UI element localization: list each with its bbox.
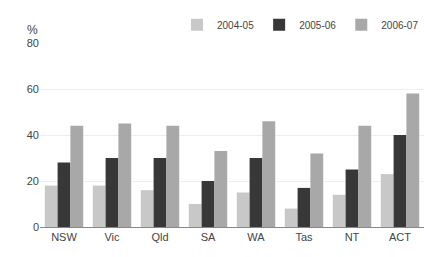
- svg-text:20: 20: [27, 175, 39, 187]
- svg-text:Vic: Vic: [104, 231, 120, 243]
- svg-text:60: 60: [27, 83, 39, 95]
- svg-text:2004-05: 2004-05: [217, 20, 254, 31]
- svg-text:%: %: [27, 23, 38, 37]
- svg-text:Qld: Qld: [151, 231, 168, 243]
- svg-text:WA: WA: [247, 231, 265, 243]
- svg-text:ACT: ACT: [389, 231, 411, 243]
- svg-text:SA: SA: [201, 231, 216, 243]
- svg-text:2005-06: 2005-06: [299, 20, 336, 31]
- svg-text:NT: NT: [345, 231, 360, 243]
- svg-text:80: 80: [27, 37, 39, 49]
- svg-text:NSW: NSW: [51, 231, 77, 243]
- svg-text:2006-07: 2006-07: [381, 20, 418, 31]
- svg-text:0: 0: [33, 221, 39, 233]
- svg-text:40: 40: [27, 129, 39, 141]
- svg-text:Tas: Tas: [295, 231, 313, 243]
